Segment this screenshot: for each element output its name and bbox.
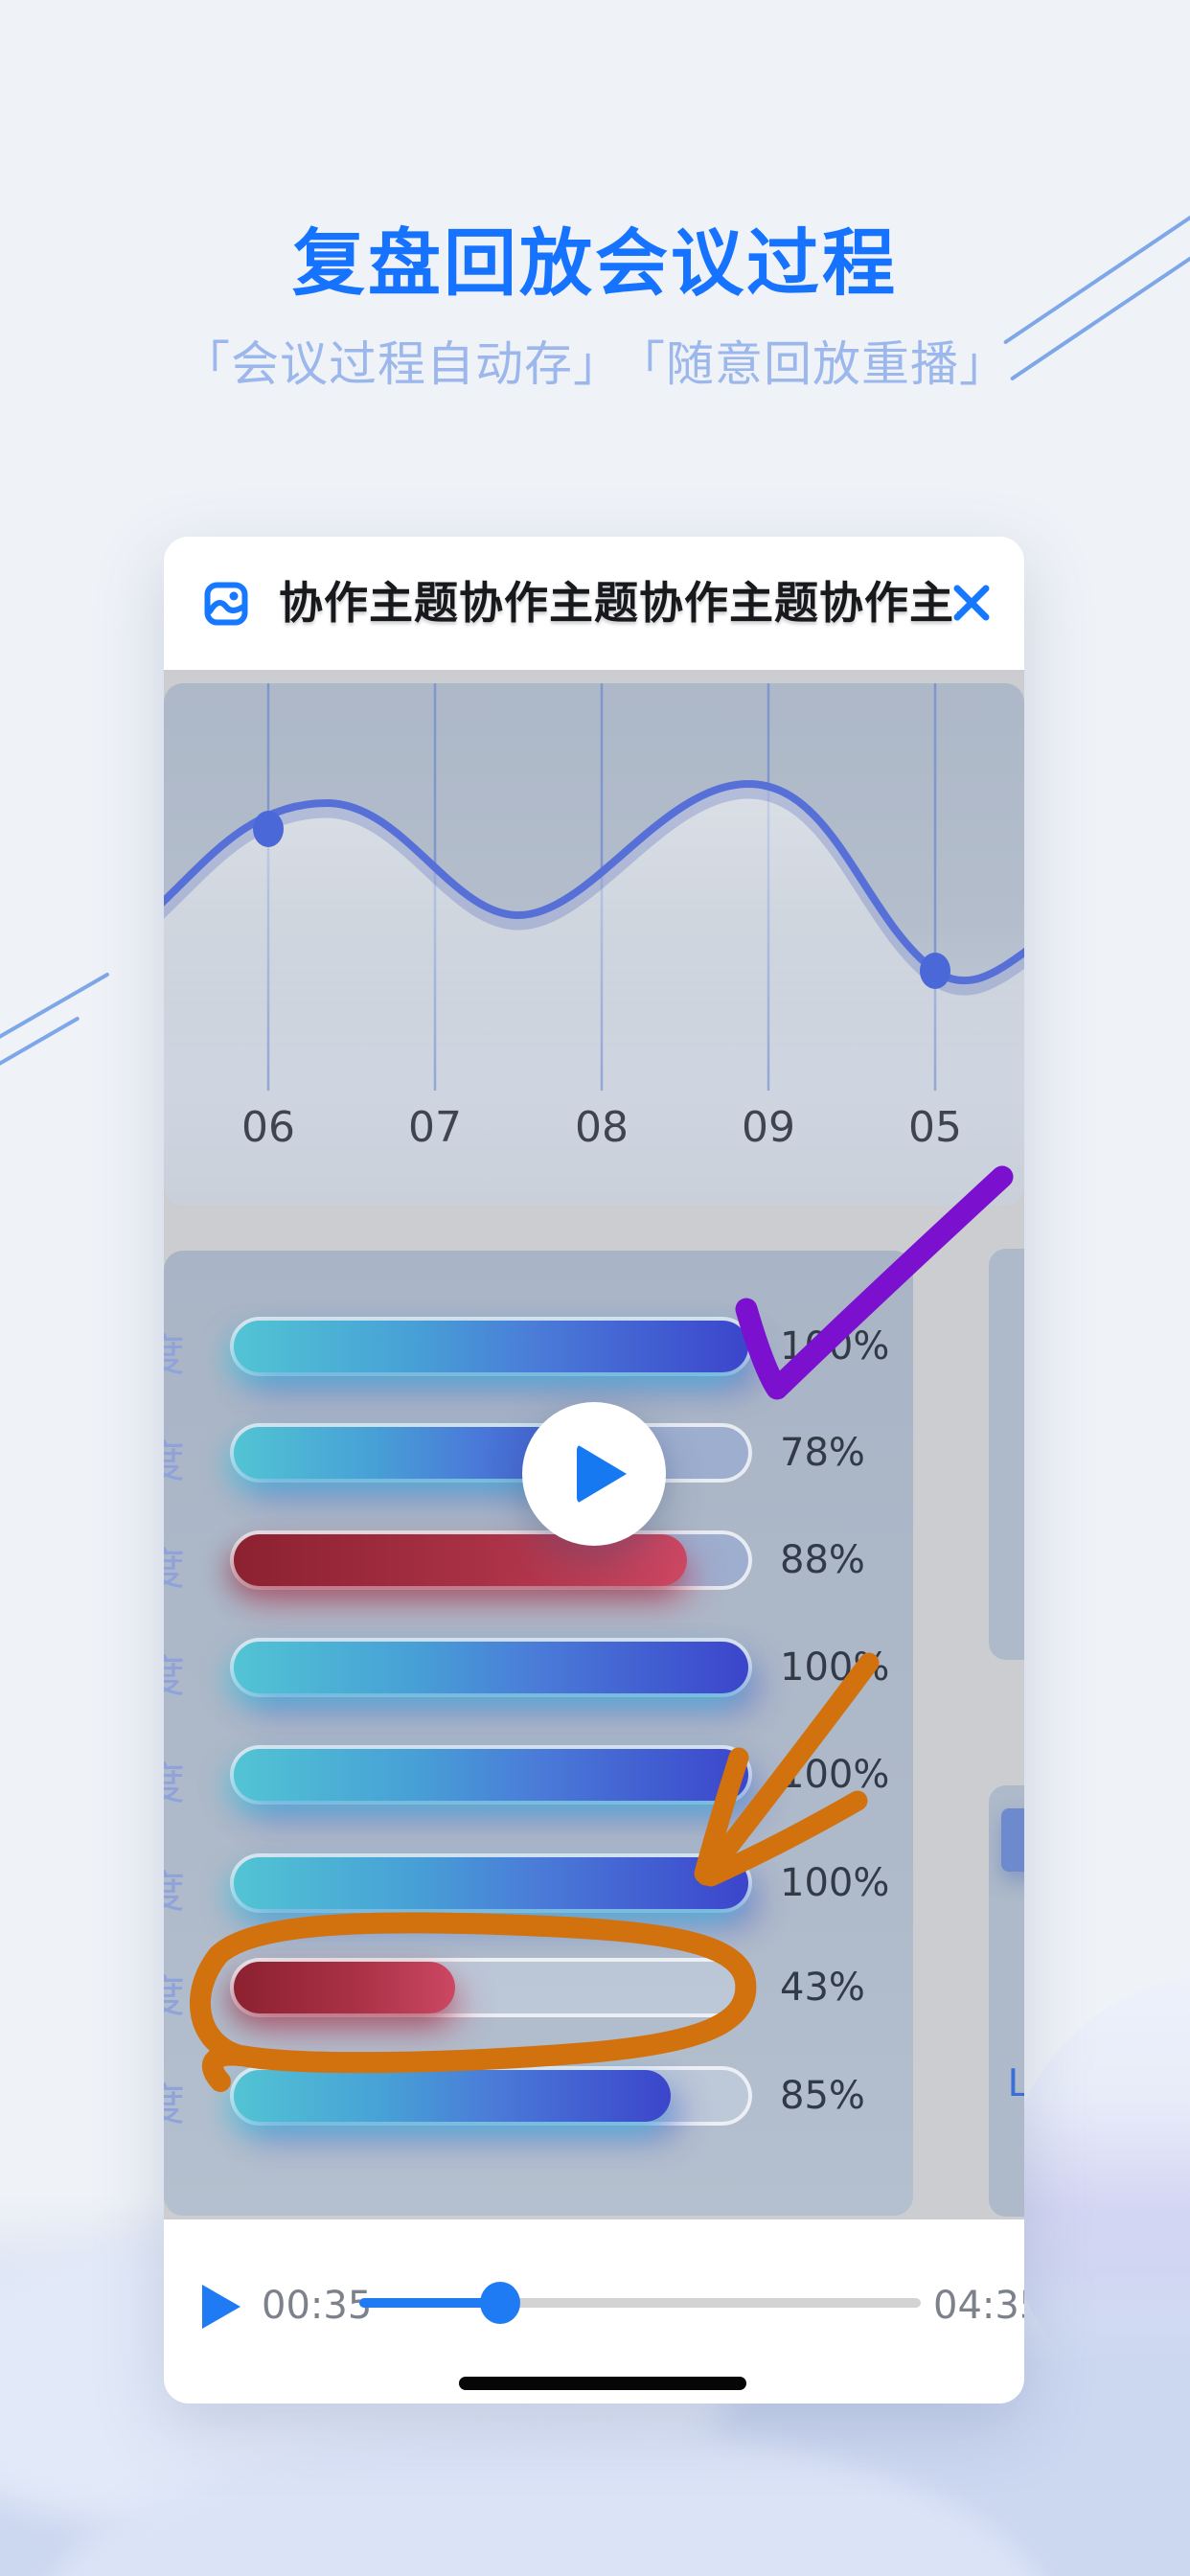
progress-bars-panel: 度 100% 度 78% 度 bbox=[164, 1251, 913, 2216]
bar-percent: 100% bbox=[780, 1861, 890, 1905]
row-label-clipped: 度 bbox=[164, 1962, 185, 2025]
bar-fill bbox=[234, 1749, 748, 1801]
x-tick-09: 09 bbox=[742, 1103, 795, 1152]
x-tick-05: 05 bbox=[908, 1103, 962, 1152]
bar-row-7: 度 43% bbox=[164, 1958, 913, 2021]
line-chart-panel: 06 07 08 09 05 bbox=[164, 683, 1024, 1206]
bar-percent: 43% bbox=[780, 1966, 865, 2010]
side-panel-blue-block bbox=[1001, 1808, 1024, 1872]
bar-percent: 100% bbox=[780, 1645, 890, 1690]
page-title: 复盘回放会议过程 bbox=[292, 223, 898, 305]
row-label-clipped: 度 bbox=[164, 1642, 185, 1705]
x-tick-06: 06 bbox=[241, 1103, 295, 1152]
bar-track bbox=[230, 2066, 752, 2126]
bar-fill bbox=[234, 1962, 455, 2013]
x-tick-07: 07 bbox=[408, 1103, 462, 1152]
side-panel-bottom: L bbox=[989, 1785, 1024, 2217]
bar-row-4: 度 100% bbox=[164, 1638, 913, 1701]
meeting-replay-card: 协作主题协作主题协作主题协作主... bbox=[164, 537, 1024, 2404]
subtitle-left: 「会议过程自动存」 bbox=[182, 337, 622, 391]
line-chart bbox=[164, 683, 1024, 1206]
bar-track bbox=[230, 1958, 752, 2017]
row-label-clipped: 度 bbox=[164, 1857, 185, 1920]
card-header: 协作主题协作主题协作主题协作主... bbox=[164, 537, 1024, 670]
home-indicator[interactable] bbox=[459, 2377, 746, 2390]
bar-percent: 88% bbox=[780, 1538, 865, 1582]
play-icon bbox=[577, 1444, 627, 1504]
player-total-time: 04:35 bbox=[933, 2284, 1024, 2328]
player-progress-knob[interactable] bbox=[479, 2282, 520, 2324]
bar-track bbox=[230, 1530, 752, 1590]
bar-row-8: 度 85% bbox=[164, 2066, 913, 2129]
player-current-time: 00:35 bbox=[262, 2284, 373, 2328]
meeting-screenshot-area: 06 07 08 09 05 度 100% 度 bbox=[164, 670, 1024, 2220]
bar-percent: 78% bbox=[780, 1431, 865, 1475]
bar-row-5: 度 100% bbox=[164, 1745, 913, 1808]
bar-percent: 85% bbox=[780, 2074, 865, 2118]
bar-percent: 100% bbox=[780, 1753, 890, 1797]
bar-fill bbox=[234, 1534, 687, 1586]
bar-row-3: 度 88% bbox=[164, 1530, 913, 1594]
bar-track bbox=[230, 1745, 752, 1805]
bar-row-6: 度 100% bbox=[164, 1853, 913, 1917]
close-icon[interactable] bbox=[950, 581, 994, 625]
bar-track bbox=[230, 1423, 752, 1483]
x-tick-08: 08 bbox=[575, 1103, 629, 1152]
chart-marker-05[interactable] bbox=[920, 953, 950, 989]
deco-line-left-2 bbox=[0, 1016, 80, 1075]
row-label-clipped: 度 bbox=[164, 2070, 185, 2133]
chart-area-fill bbox=[164, 784, 1024, 1206]
video-play-button[interactable] bbox=[522, 1402, 666, 1546]
page-subtitle: 「会议过程自动存」 「随意回放重播」 bbox=[0, 326, 1190, 395]
row-label-clipped: 度 bbox=[164, 1534, 185, 1598]
picture-icon bbox=[204, 582, 248, 626]
deco-line-left-1 bbox=[0, 972, 110, 1048]
bar-track bbox=[230, 1638, 752, 1697]
player-progress-track[interactable] bbox=[359, 2282, 921, 2324]
side-panel-top bbox=[989, 1249, 1024, 1660]
row-label-clipped: 度 bbox=[164, 1427, 185, 1490]
bar-fill bbox=[234, 1321, 748, 1372]
bar-fill bbox=[234, 2070, 672, 2122]
bar-row-1: 度 100% bbox=[164, 1317, 913, 1380]
row-label-clipped: 度 bbox=[164, 1321, 185, 1384]
bar-fill bbox=[234, 1857, 748, 1909]
chart-marker-06[interactable] bbox=[253, 811, 284, 847]
player-play-button[interactable] bbox=[202, 2285, 240, 2329]
bar-fill bbox=[234, 1642, 748, 1693]
bar-percent: 100% bbox=[780, 1324, 890, 1368]
player-progress-fill bbox=[359, 2282, 520, 2324]
side-panel-label: L bbox=[1008, 2059, 1024, 2104]
bar-track bbox=[230, 1853, 752, 1913]
subtitle-right: 「随意回放重播」 bbox=[641, 337, 1008, 391]
row-label-clipped: 度 bbox=[164, 1749, 185, 1812]
card-title: 协作主题协作主题协作主题协作主... bbox=[279, 578, 959, 628]
bar-track bbox=[230, 1317, 752, 1376]
